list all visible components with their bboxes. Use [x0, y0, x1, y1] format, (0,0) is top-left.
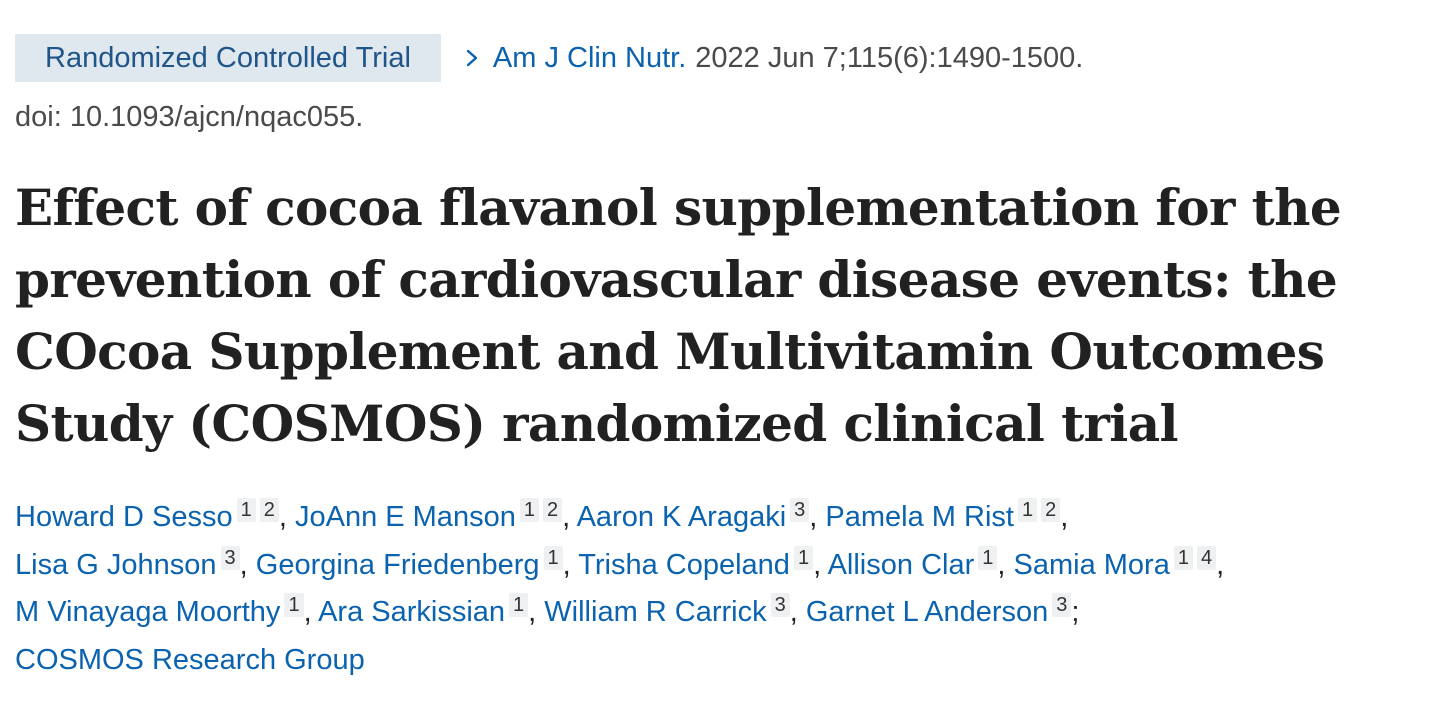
author-link[interactable]: Allison Clar — [827, 548, 975, 581]
author-link[interactable]: Aaron K Aragaki — [576, 501, 787, 533]
affiliation-marker[interactable]: 4 — [1196, 545, 1217, 570]
author-separator: , — [813, 548, 828, 581]
author-line: M Vinayaga Moorthy 1, Ara Sarkissian 1, Wi… — [15, 589, 1445, 637]
author-link[interactable]: Lisa G Johnson — [15, 548, 217, 581]
author-separator: , — [528, 596, 545, 628]
author-link[interactable]: JoAnn E Manson — [294, 501, 516, 533]
author-link[interactable]: William R Carrick — [544, 596, 767, 628]
citation-text: 2022 Jun 7;115(6):1490-1500. — [695, 42, 1084, 74]
author-separator: , — [1060, 501, 1069, 533]
author-separator: , — [278, 501, 295, 533]
author-link[interactable]: M Vinayaga Moorthy — [15, 596, 281, 628]
author-separator: ; — [1071, 596, 1080, 628]
affiliation-marker[interactable]: 3 — [770, 593, 790, 617]
affiliation-marker[interactable]: 1 — [793, 545, 814, 570]
author-separator: , — [789, 596, 806, 628]
author-separator: , — [562, 501, 577, 533]
affiliation-marker[interactable]: 2 — [1041, 498, 1061, 522]
author-link[interactable]: Ara Sarkissian — [318, 596, 506, 628]
affiliation-marker[interactable]: 3 — [220, 545, 240, 570]
chevron-right-icon[interactable] — [463, 48, 481, 68]
affiliation-marker[interactable]: 1 — [1017, 498, 1038, 522]
affiliation-marker[interactable]: 3 — [790, 498, 810, 522]
author-separator: , — [809, 501, 826, 533]
author-link[interactable]: Pamela M Rist — [825, 501, 1014, 533]
affiliation-marker[interactable]: 2 — [542, 498, 563, 522]
affiliation-marker[interactable]: 1 — [284, 593, 304, 617]
journal-link[interactable]: Am J Clin Nutr. — [492, 42, 687, 74]
article-title: Effect of cocoa flavanol supplementation… — [15, 178, 1342, 453]
affiliation-marker[interactable]: 1 — [1173, 545, 1193, 570]
article-meta: Randomized Controlled Trial Am J Clin Nu… — [15, 34, 1083, 82]
author-link[interactable]: Samia Mora — [1013, 548, 1170, 581]
author-link[interactable]: Garnet L Anderson — [805, 596, 1049, 628]
author-separator: , — [303, 596, 319, 628]
affiliation-marker[interactable]: 1 — [509, 593, 529, 617]
author-separator: , — [997, 548, 1014, 581]
author-link[interactable]: Trisha Copeland — [578, 548, 790, 581]
affiliation-marker[interactable]: 3 — [1052, 593, 1072, 617]
affiliation-marker[interactable]: 1 — [543, 545, 563, 570]
article-type-badge: Randomized Controlled Trial — [15, 34, 441, 82]
affiliation-marker[interactable]: 2 — [259, 498, 279, 522]
affiliation-marker[interactable]: 1 — [519, 498, 539, 522]
author-separator: , — [562, 548, 579, 581]
author-separator: , — [1216, 548, 1225, 581]
author-link[interactable]: Georgina Friedenberg — [255, 548, 540, 581]
affiliation-marker[interactable]: 1 — [978, 545, 998, 570]
author-line: Lisa G Johnson 3, Georgina Friedenberg 1, … — [15, 542, 1445, 590]
doi-text: doi: 10.1093/ajcn/nqac055. — [15, 101, 364, 133]
affiliation-marker[interactable]: 1 — [236, 498, 256, 522]
author-line: Howard D Sesso 1 2, JoAnn E Manson 1 2, Aaro… — [15, 494, 1445, 542]
author-line: COSMOS Research Group — [15, 637, 1445, 685]
author-link[interactable]: Howard D Sesso — [15, 501, 233, 533]
author-separator: , — [239, 548, 256, 581]
author-list: Howard D Sesso 1 2, JoAnn E Manson 1 2, Aaro… — [15, 494, 1445, 684]
research-group-link[interactable]: COSMOS Research Group — [15, 643, 365, 676]
